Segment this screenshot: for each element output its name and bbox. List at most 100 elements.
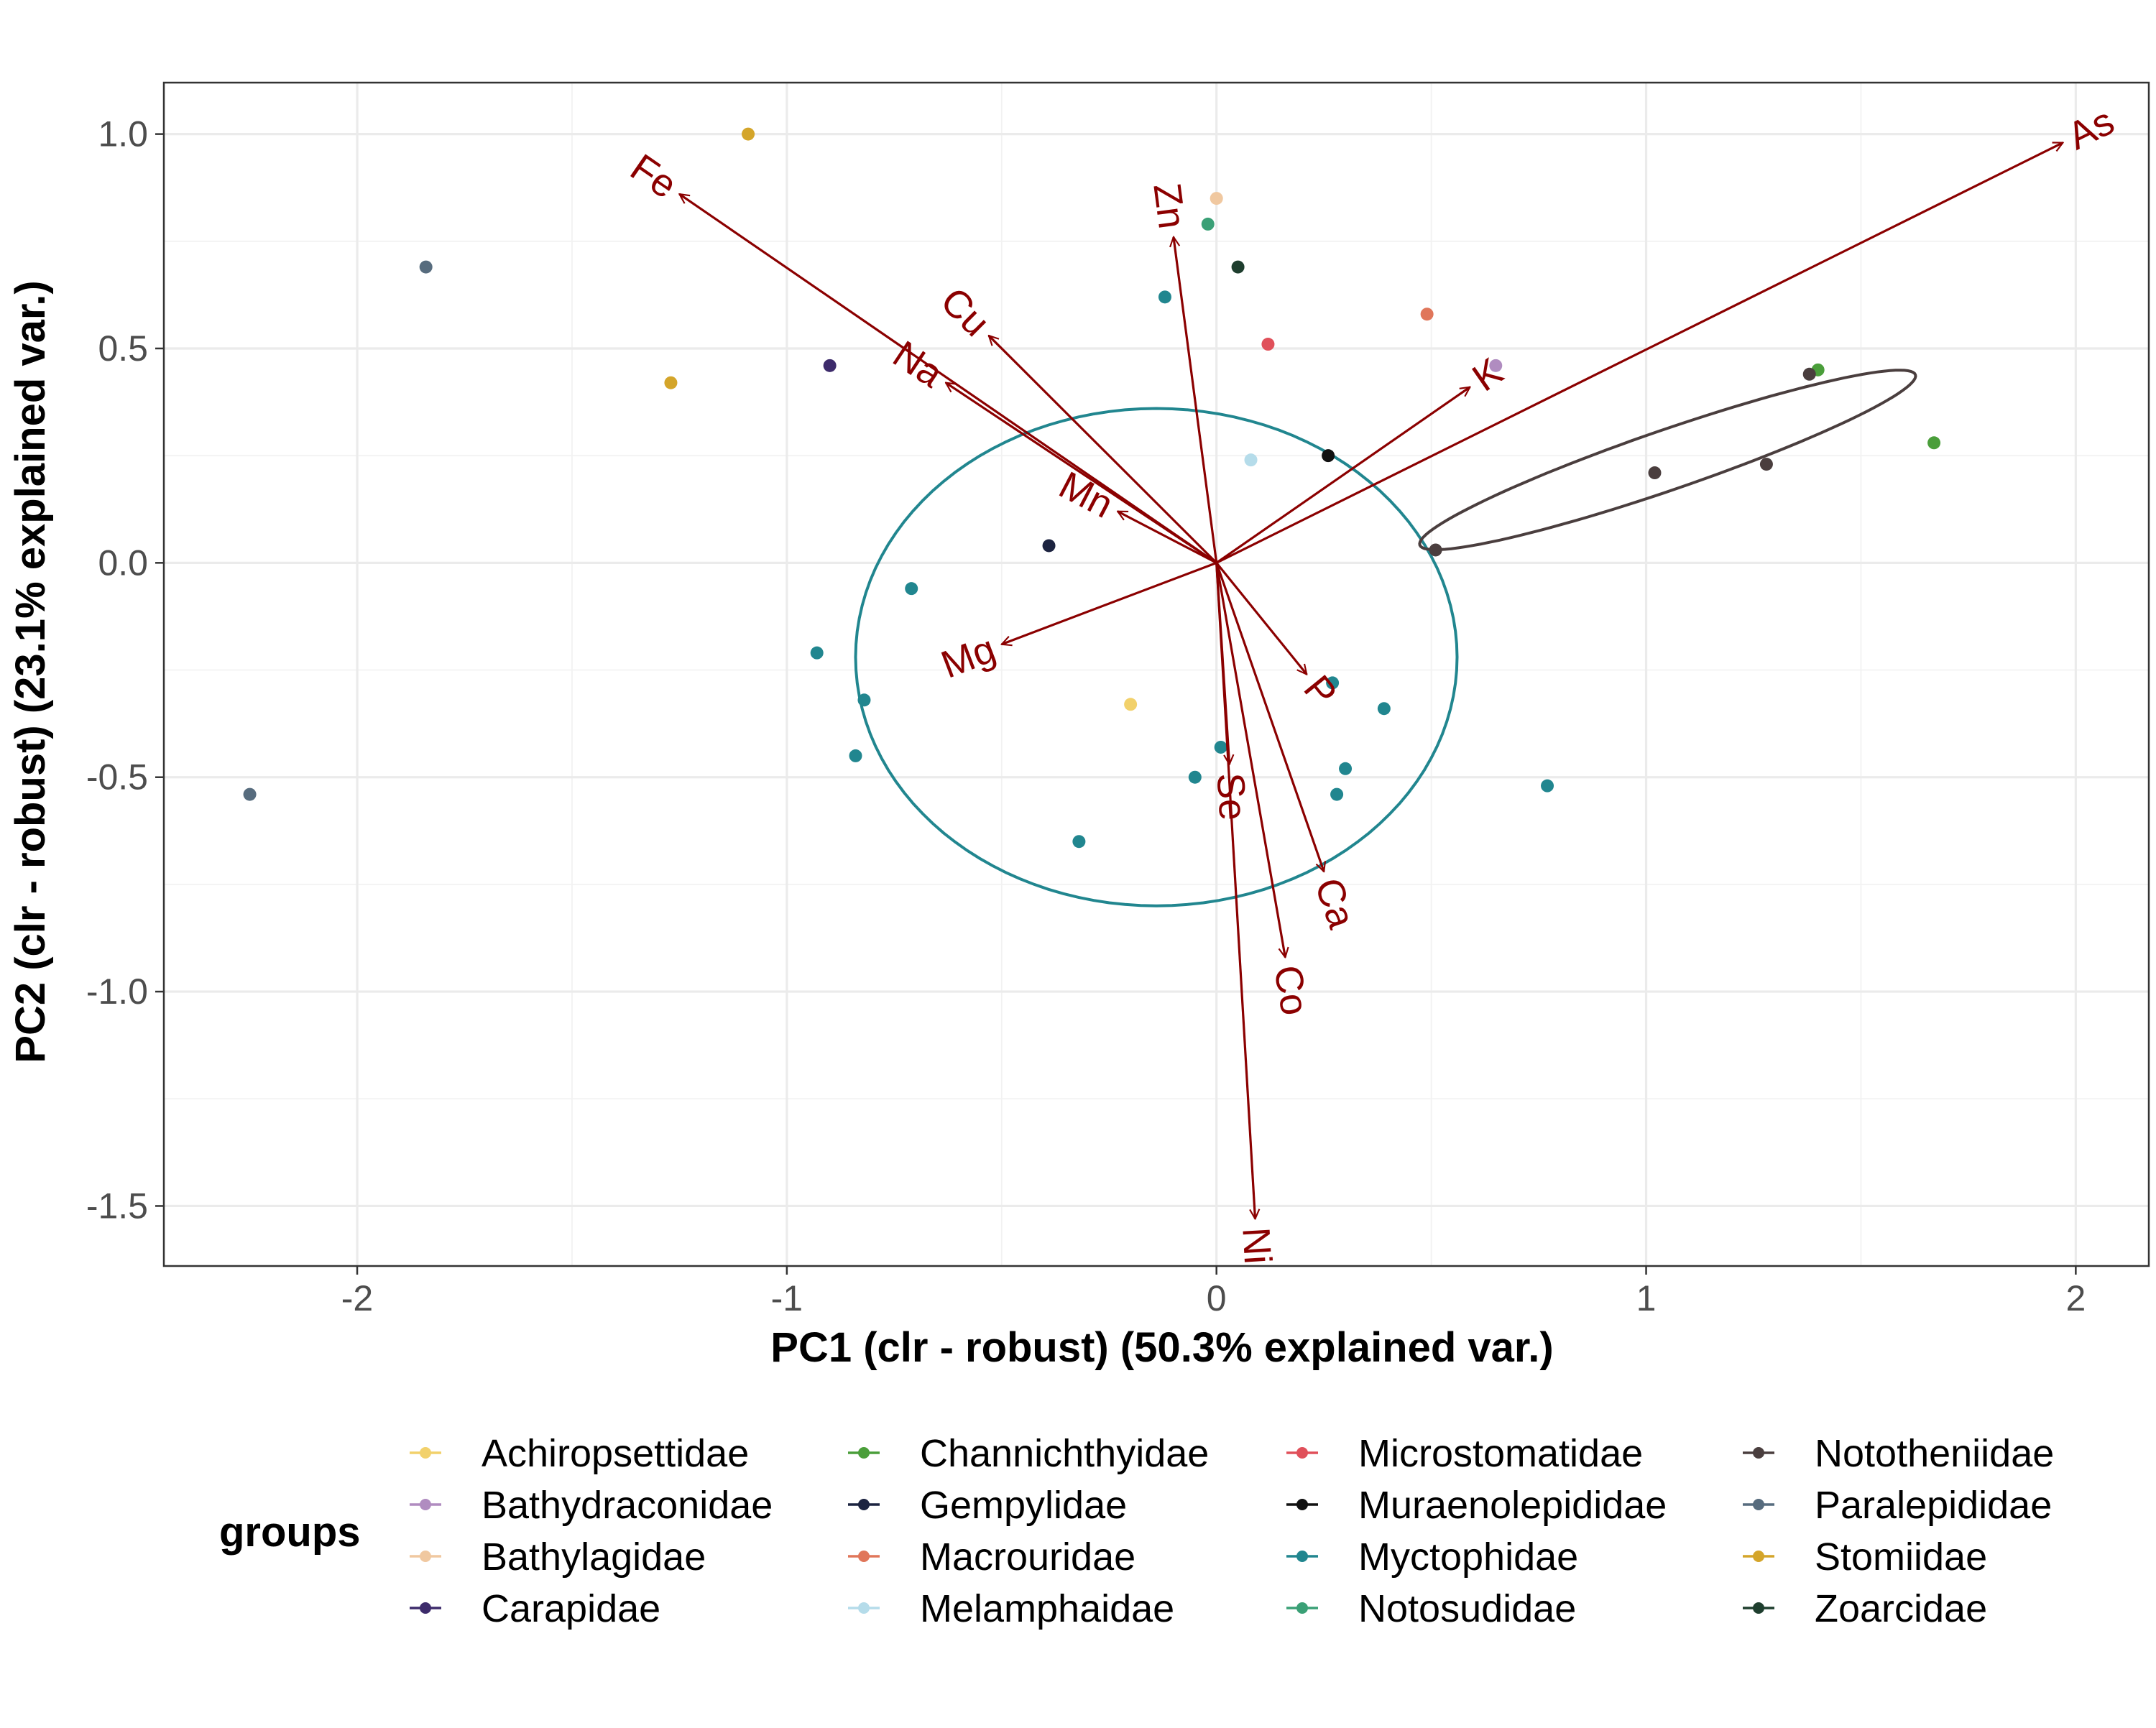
loading-label-p: P (1295, 667, 1345, 715)
loading-label-fe: Fe (623, 146, 685, 207)
y-axis-title: PC2 (clr - robust) (23.1% explained var.… (7, 280, 54, 1063)
point-bathylagidae (1210, 192, 1223, 205)
x-tick-label: 2 (2065, 1278, 2086, 1318)
legend-item-stomiidae: Stomiidae (1743, 1535, 1987, 1579)
point-notosudidae (1201, 217, 1215, 231)
legend-label: Carapidae (482, 1587, 660, 1630)
legend-item-nototheniidae: Nototheniidae (1743, 1432, 2054, 1475)
point-myctophidae (849, 749, 862, 762)
legend-label: Macrouridae (920, 1535, 1135, 1579)
legend-title: groups (219, 1509, 361, 1556)
panel-border (162, 81, 2150, 1267)
legend-key-point (858, 1602, 870, 1614)
legend-key-point (420, 1447, 431, 1459)
loading-arrow-fe (679, 194, 1217, 564)
loading-arrow-as (1215, 142, 2063, 564)
point-myctophidae (1541, 779, 1554, 793)
loading-arrow-na (946, 382, 1217, 564)
legend-label: Stomiidae (1815, 1535, 1987, 1579)
loading-arrow-cu (989, 336, 1217, 564)
point-nototheniidae (1759, 458, 1773, 471)
loading-arrow-zn (1174, 237, 1218, 563)
point-bathydraconidae (1489, 359, 1503, 372)
point-myctophidae (905, 582, 918, 596)
point-myctophidae (1072, 835, 1086, 849)
legend-item-channichthyidae: Channichthyidae (848, 1432, 1209, 1475)
point-carapidae (823, 359, 837, 372)
legend-item-bathydraconidae: Bathydraconidae (410, 1484, 773, 1527)
point-myctophidae (1377, 702, 1391, 716)
legend-item-macrouridae: Macrouridae (848, 1535, 1135, 1579)
loading-arrow-k (1215, 387, 1470, 564)
x-tick-label: -1 (771, 1278, 803, 1318)
legend-item-paralepididae: Paralepididae (1743, 1484, 2052, 1527)
legend-key-point (420, 1499, 431, 1510)
legend-key-point (1753, 1499, 1764, 1510)
legend-key-point (858, 1447, 870, 1459)
point-myctophidae (1188, 770, 1202, 784)
point-gempylidae (1042, 539, 1056, 553)
confidence-ellipses (854, 369, 1917, 907)
point-microstomatidae (1261, 338, 1275, 351)
loading-label-ni: Ni (1234, 1226, 1279, 1265)
point-nototheniidae (1429, 543, 1442, 557)
legend-key-point (1296, 1602, 1308, 1614)
legend-key-point (1753, 1602, 1764, 1614)
legend-key-point (1296, 1447, 1308, 1459)
loading-label-mg: Mg (936, 627, 1001, 687)
x-tick-label: 0 (1207, 1278, 1227, 1318)
point-myctophidae (810, 646, 824, 660)
legend-key-point (420, 1551, 431, 1562)
grid-minor (164, 83, 2149, 1266)
loading-label-ca: Ca (1307, 872, 1364, 934)
point-paralepididae (243, 787, 257, 801)
legend-key-point (1296, 1499, 1308, 1510)
point-nototheniidae (1802, 367, 1816, 381)
loading-label-as: As (2061, 99, 2121, 158)
legend-key-point (858, 1499, 870, 1510)
loading-label-cu: Cu (932, 279, 998, 345)
y-tick-label: -1.0 (86, 971, 148, 1012)
point-nototheniidae (1648, 466, 1662, 480)
x-tick-label: 1 (1636, 1278, 1657, 1318)
loading-label-co: Co (1266, 962, 1317, 1018)
y-tick-label: 0.0 (98, 542, 148, 583)
legend-label: Channichthyidae (920, 1432, 1209, 1475)
point-myctophidae (1214, 740, 1227, 754)
y-tick-label: 1.0 (98, 114, 148, 154)
ellipse-nototheniidae (1418, 369, 1917, 552)
legend-key-point (420, 1602, 431, 1614)
data-points (243, 127, 1941, 849)
point-myctophidae (857, 693, 871, 707)
loading-arrow-mg (1002, 561, 1217, 644)
point-zoarcidae (1231, 260, 1245, 274)
point-myctophidae (1158, 290, 1171, 304)
legend-label: Achiropsettidae (482, 1432, 749, 1475)
point-stomiidae (664, 376, 678, 389)
loading-arrow-ni (1215, 563, 1256, 1219)
x-axis-ticks: -2 -1 0 1 2 (341, 1266, 2086, 1318)
legend-key-point (1296, 1551, 1308, 1562)
legend-item-gempylidae: Gempylidae (848, 1484, 1127, 1527)
loading-label-k: K (1465, 350, 1511, 400)
legend-label: Bathylagidae (482, 1535, 706, 1579)
legend-items: Achiropsettidae Bathydraconidae Bathylagid… (410, 1432, 2054, 1630)
point-muraenolepididae (1322, 449, 1335, 463)
legend-item-bathylagidae: Bathylagidae (410, 1535, 706, 1579)
legend-label: Notosudidae (1358, 1587, 1576, 1630)
y-tick-label: -0.5 (86, 757, 148, 798)
point-channichthyidae (1927, 436, 1941, 450)
legend-label: Myctophidae (1358, 1535, 1578, 1579)
legend-item-achiropsettidae: Achiropsettidae (410, 1432, 749, 1475)
x-tick-label: -2 (341, 1278, 373, 1318)
legend-item-notosudidae: Notosudidae (1286, 1587, 1576, 1630)
legend-label: Melamphaidae (920, 1587, 1174, 1630)
legend-key-point (1753, 1551, 1764, 1562)
loading-arrow-co (1215, 563, 1286, 957)
y-tick-label: -1.5 (86, 1186, 148, 1226)
point-myctophidae (1326, 676, 1340, 690)
legend-item-myctophidae: Myctophidae (1286, 1535, 1578, 1579)
